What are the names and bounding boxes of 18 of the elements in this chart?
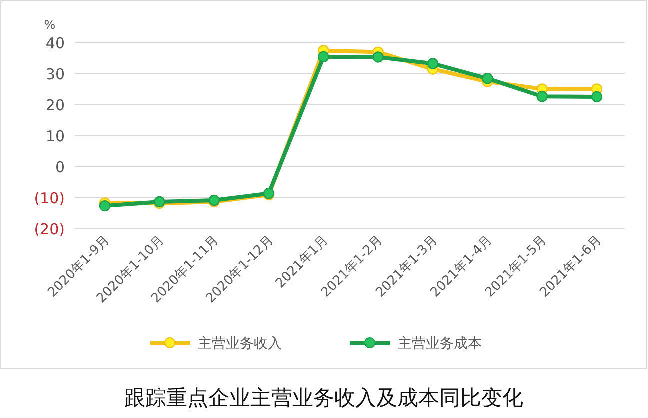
- point: [427, 58, 439, 70]
- point: [482, 73, 494, 84]
- text: 跟踪重点企业主营业务收入及成本同比变化: [124, 386, 524, 410]
- legend-label: 主营业务成本: [398, 336, 482, 352]
- y-tick-label: 20: [46, 96, 65, 114]
- point: [318, 51, 330, 63]
- point: [591, 91, 603, 103]
- y-tick-label: 10: [46, 127, 65, 146]
- legend-label: 主营业务收入: [198, 336, 282, 352]
- y-tick-label: (10): [34, 189, 65, 208]
- y-tick-label: (20): [34, 220, 65, 238]
- y-tick-label: 40: [46, 34, 65, 52]
- point: [99, 200, 111, 212]
- y-axis-title: %: [44, 18, 56, 32]
- y-tick-label: 0: [55, 158, 65, 176]
- point: [536, 91, 548, 102]
- y-tick-label: 30: [46, 65, 65, 84]
- point: [372, 52, 384, 63]
